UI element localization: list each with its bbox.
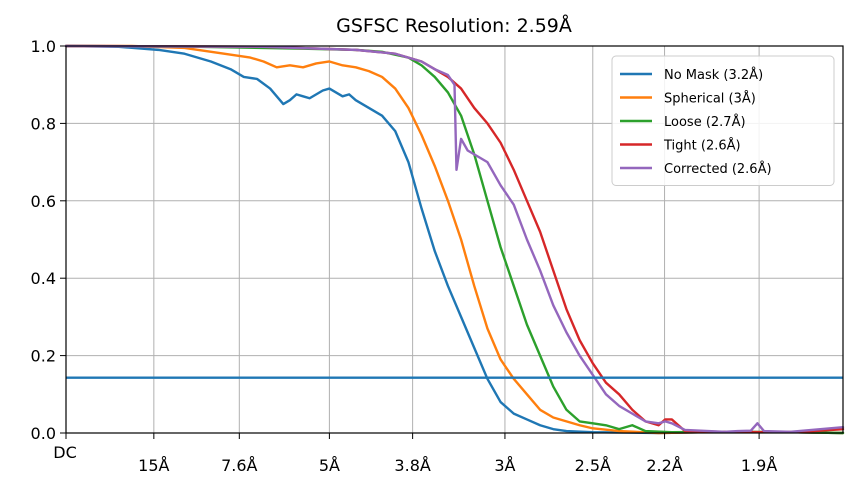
x-tick-label: 3.8Å <box>394 456 430 475</box>
legend-label: No Mask (3.2Å) <box>664 67 763 83</box>
x-tick-label: 3Å <box>494 456 515 475</box>
series-line-1 <box>64 44 845 435</box>
axes-frame <box>65 45 844 434</box>
ticks: 0.0 0.2 0.4 0.6 0.8 1.0 DC 15Å 7.6Å 5Å 3.8Å 3Å 2.5Å 2… <box>31 37 778 475</box>
legend-label: Corrected (2.6Å) <box>664 161 772 177</box>
x-tick-label: DC <box>53 443 77 462</box>
chart-title: GSFSC Resolution: 2.59Å <box>336 14 572 37</box>
series-lines <box>64 44 845 435</box>
y-tick-label: 0.6 <box>31 192 56 211</box>
x-tick-label: 2.2Å <box>646 456 682 475</box>
legend-frame <box>611 55 835 186</box>
y-tick-label: 0.0 <box>31 424 56 443</box>
legend-label: Loose (2.7Å) <box>664 114 746 130</box>
legend-label: Tight (2.6Å) <box>663 138 741 154</box>
legend-label: Spherical (3Å) <box>664 91 756 107</box>
grid <box>66 45 843 434</box>
series-line-2 <box>64 44 845 435</box>
axes-frame-group <box>65 45 844 434</box>
x-tick-label: 5Å <box>319 456 340 475</box>
legend: No Mask (3.2Å) Spherical (3Å) Loose (2.7Å)… <box>611 55 835 186</box>
x-tick-label: 2.5Å <box>575 456 611 475</box>
x-tick-label: 1.9Å <box>741 456 777 475</box>
series-line-5 <box>64 44 845 434</box>
y-tick-label: 1.0 <box>31 37 56 56</box>
y-tick-label: 0.2 <box>31 347 56 366</box>
x-tick-label: 15Å <box>138 456 169 475</box>
x-tick-label: 7.6Å <box>221 456 257 475</box>
y-tick-label: 0.4 <box>31 269 56 288</box>
y-tick-label: 0.8 <box>31 114 56 133</box>
